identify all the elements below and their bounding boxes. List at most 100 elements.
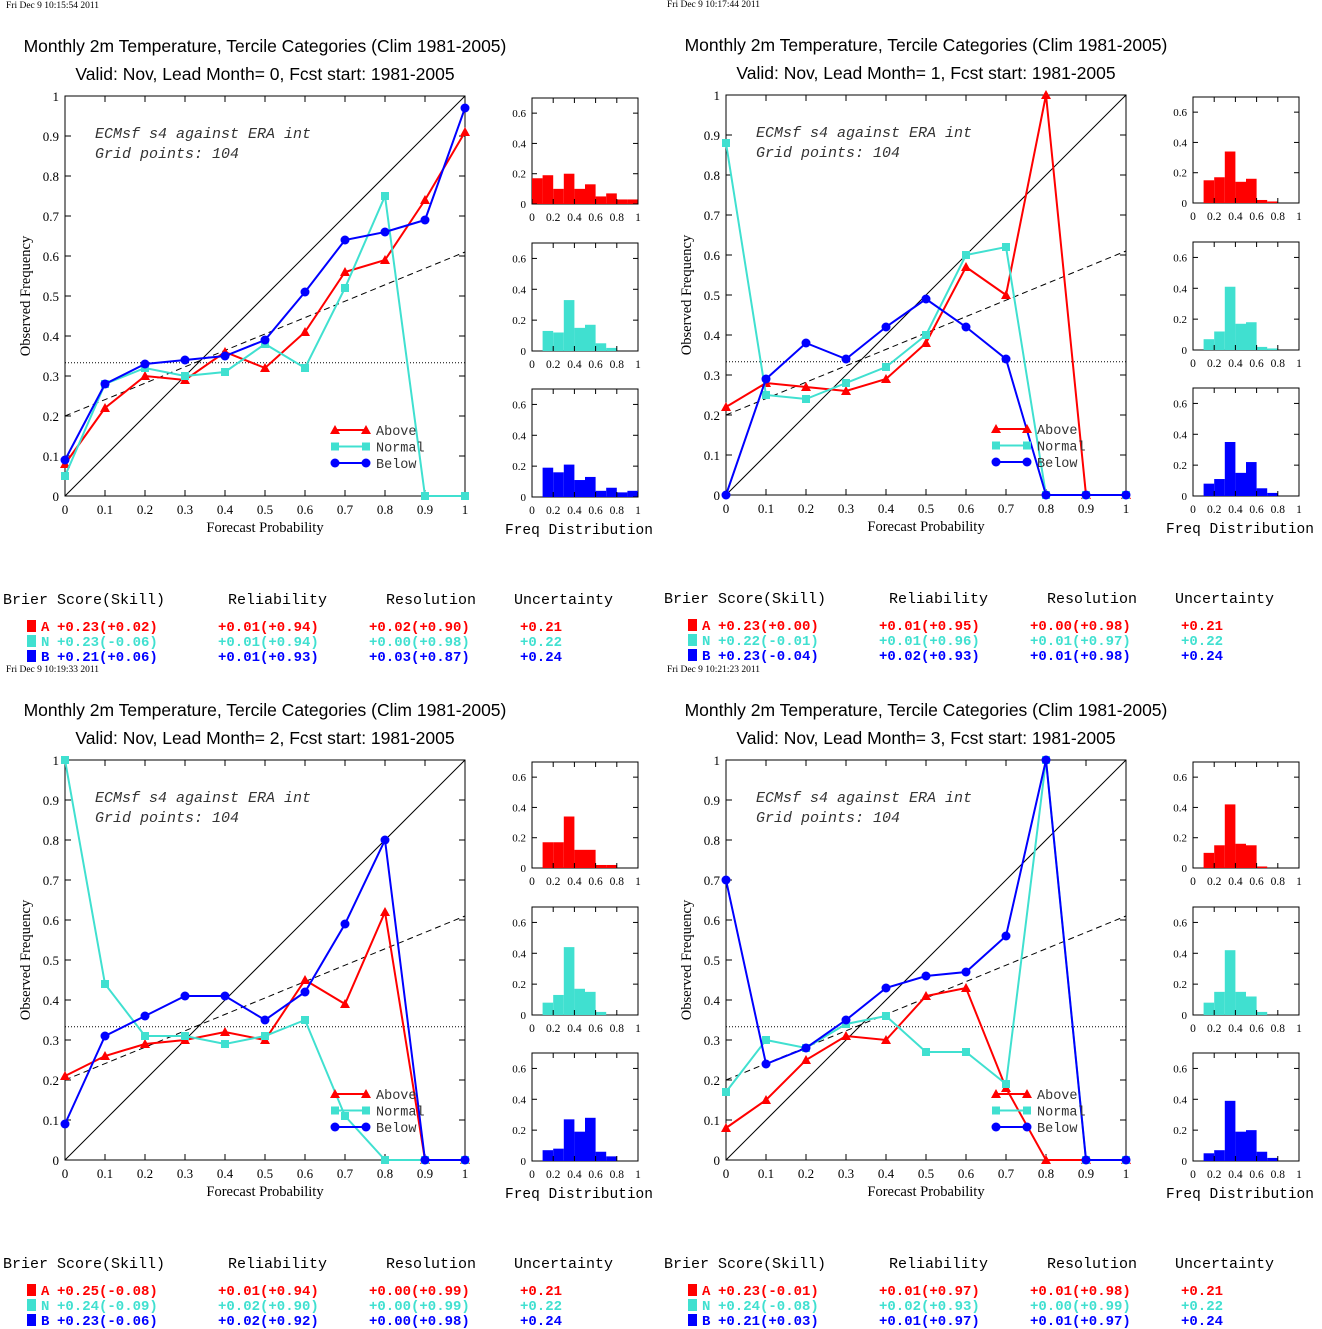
x-tick-label: 0.1	[97, 502, 113, 517]
perfect-reliability-line	[64, 759, 466, 1161]
uncertainty-score: +0.22	[1181, 1299, 1223, 1315]
data-point-normal	[762, 1036, 770, 1044]
data-point-below	[921, 294, 931, 304]
data-point-below	[1041, 755, 1051, 765]
data-point-normal	[381, 1156, 389, 1164]
score-row-label: B	[702, 649, 711, 665]
data-point-above	[921, 991, 931, 1000]
timestamp: Fri Dec 9 10:21:23 2011	[667, 665, 760, 675]
hist-x-tick-label: 1	[1296, 1169, 1302, 1181]
score-swatch	[27, 1314, 36, 1326]
hist-y-tick-label: 0.2	[1173, 833, 1187, 845]
histogram-bar	[1246, 845, 1257, 868]
score-row-label: N	[702, 1299, 710, 1315]
uncertainty-score: +0.24	[520, 1314, 562, 1329]
data-point-normal	[101, 980, 109, 988]
resolution-score: +0.03(+0.87)	[369, 650, 470, 666]
uncertainty-score: +0.22	[520, 1299, 562, 1315]
histogram-bar	[606, 193, 617, 204]
data-point-below	[1081, 1155, 1091, 1165]
x-tick-label: 0.7	[998, 1166, 1015, 1181]
data-point-above	[1041, 1155, 1051, 1164]
data-point-below	[300, 287, 310, 297]
legend-marker	[330, 1089, 340, 1098]
x-tick-label: 0.8	[1038, 501, 1054, 516]
score-header: Brier Score(Skill)	[3, 592, 165, 609]
hist-x-tick-label: 0	[1190, 358, 1196, 370]
hist-x-tick-label: 0.6	[588, 505, 603, 517]
x-tick-label: 0.3	[838, 501, 854, 516]
histogram-bar	[1267, 492, 1278, 496]
y-tick-label: 0.5	[704, 953, 720, 968]
histogram-bar	[563, 300, 575, 351]
hist-x-tick-label: 0.4	[1228, 504, 1243, 516]
legend-marker	[1023, 1106, 1031, 1115]
data-point-below	[721, 875, 731, 885]
series-above	[60, 127, 470, 468]
y-tick-label: 0.8	[43, 833, 59, 848]
x-tick-label: 0	[62, 502, 69, 517]
hist-y-tick-label: 0.6	[512, 1063, 526, 1075]
hist-y-tick-label: 0.4	[1173, 948, 1187, 960]
score-table: Brier Score(Skill) Reliability Resolution U…	[664, 1256, 1274, 1329]
histogram-bar	[1203, 339, 1215, 350]
legend-label-above: Above	[376, 425, 417, 440]
resolution-score: +0.00(+0.99)	[1030, 1299, 1131, 1315]
histogram-normal: 0 0.2 0.4 0.6 0 0.2 0.4 0.6 0.8 1	[1173, 241, 1302, 370]
hist-y-tick-label: 0.6	[512, 399, 526, 411]
histogram-bar	[1235, 1131, 1246, 1161]
hist-y-tick-label: 0.4	[1173, 283, 1187, 295]
data-point-above	[841, 1031, 851, 1040]
histogram-bar	[563, 173, 575, 204]
series-line-above	[64, 131, 466, 465]
y-tick-label: 0.4	[704, 328, 721, 343]
histogram-bar	[595, 343, 607, 351]
data-point-below	[460, 103, 470, 113]
data-point-above	[801, 1055, 811, 1064]
score-header: Uncertainty	[514, 592, 613, 609]
hist-y-tick-label: 0	[521, 863, 527, 875]
score-row-label: N	[41, 1299, 49, 1315]
hist-y-tick-label: 0.2	[512, 833, 526, 845]
reliability-score: +0.01(+0.94)	[218, 635, 319, 651]
legend-label-normal: Normal	[376, 442, 425, 457]
hist-x-tick-label: 0.4	[1228, 1169, 1243, 1181]
resolution-score: +0.01(+0.98)	[1030, 649, 1131, 665]
series-below	[60, 835, 470, 1165]
score-row-label: B	[702, 1314, 711, 1329]
freq-distribution-label: Freq Distribution	[505, 523, 653, 539]
legend-marker	[1023, 441, 1031, 450]
data-point-below	[100, 379, 110, 389]
hist-x-tick-label: 0	[529, 505, 535, 517]
legend-label-below: Below	[376, 458, 417, 473]
y-tick-label: 0.7	[43, 873, 60, 888]
uncertainty-score: +0.21	[520, 1284, 562, 1300]
hist-y-tick-label: 0.2	[512, 979, 526, 991]
y-tick-label: 0.1	[704, 448, 720, 463]
histogram-below: 0 0.2 0.4 0.6 0 0.2 0.4 0.6 0.8 1	[512, 388, 641, 517]
y-tick-label: 0.5	[43, 953, 59, 968]
score-swatch	[27, 1284, 36, 1296]
score-header: Reliability	[889, 591, 988, 608]
data-point-normal	[922, 1048, 930, 1056]
histogram-bar	[1235, 472, 1246, 496]
histogram-bar	[1214, 991, 1225, 1015]
data-point-normal	[962, 251, 970, 259]
histogram-bar	[1246, 178, 1257, 203]
score-swatch	[688, 634, 697, 646]
y-tick-label: 0.9	[43, 793, 59, 808]
histogram-bar	[585, 324, 596, 351]
freq-distribution-label: Freq Distribution	[505, 1187, 653, 1203]
legend-label-below: Below	[1037, 457, 1078, 472]
chart-title: Monthly 2m Temperature, Tercile Categori…	[685, 35, 1168, 55]
y-axis-label: Observed Frequency	[18, 235, 34, 356]
data-point-below	[1121, 1155, 1131, 1165]
brier-score: +0.24(-0.08)	[718, 1299, 819, 1315]
histogram-bar	[563, 1119, 575, 1161]
y-tick-label: 0.2	[704, 1073, 720, 1088]
x-tick-label: 0.9	[417, 502, 433, 517]
hist-x-tick-label: 0	[1190, 876, 1196, 888]
histogram-bar	[1214, 1150, 1225, 1161]
reliability-score: +0.01(+0.97)	[879, 1284, 980, 1300]
